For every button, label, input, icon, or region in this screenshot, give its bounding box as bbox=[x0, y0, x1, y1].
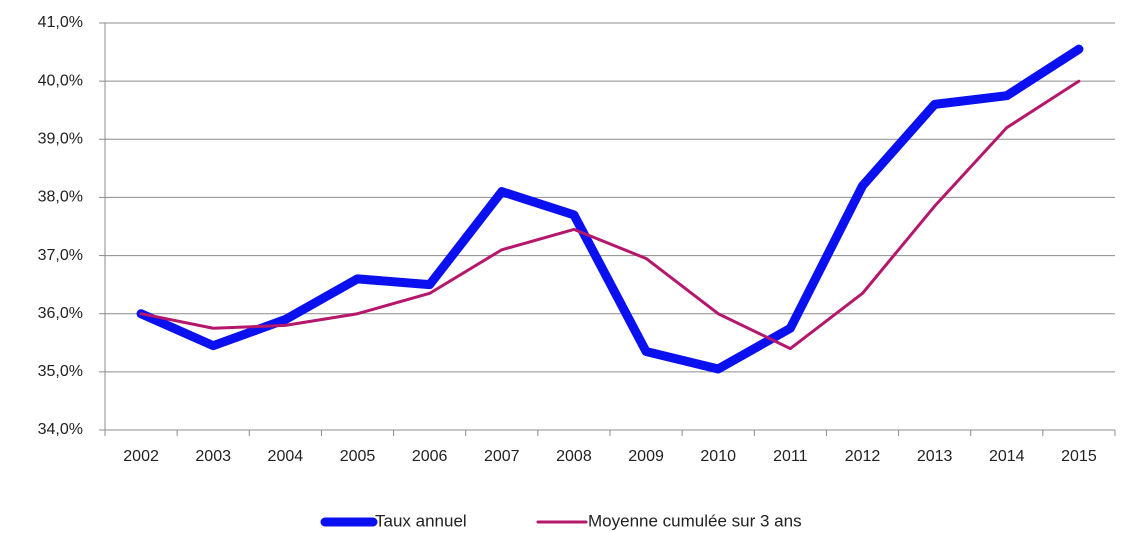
series-line bbox=[139, 79, 1081, 351]
y-tick-label: 38,0% bbox=[38, 189, 83, 206]
y-tick-label: 35,0% bbox=[38, 363, 83, 380]
x-tick-label: 2015 bbox=[1061, 448, 1097, 465]
x-tick-label: 2004 bbox=[268, 448, 304, 465]
legend: Taux annuel Moyenne cumulée sur 3 ans bbox=[320, 511, 802, 530]
y-tick-label: 36,0% bbox=[38, 305, 83, 322]
y-tick-label: 34,0% bbox=[38, 421, 83, 438]
series-line bbox=[136, 44, 1084, 374]
y-tick-label: 39,0% bbox=[38, 131, 83, 148]
y-tick-label: 37,0% bbox=[38, 247, 83, 264]
y-tick-label: 41,0% bbox=[38, 14, 83, 31]
x-tick-label: 2003 bbox=[195, 448, 231, 465]
legend-label: Moyenne cumulée sur 3 ans bbox=[588, 511, 802, 530]
x-tick-label: 2002 bbox=[123, 448, 159, 465]
x-tick-label: 2009 bbox=[628, 448, 664, 465]
y-tick-label: 40,0% bbox=[38, 72, 83, 89]
legend-label: Taux annuel bbox=[375, 511, 467, 530]
x-tick-label: 2008 bbox=[556, 448, 592, 465]
x-tick-label: 2005 bbox=[340, 448, 376, 465]
x-tick-label: 2006 bbox=[412, 448, 448, 465]
x-tick-label: 2012 bbox=[845, 448, 881, 465]
x-tick-label: 2007 bbox=[484, 448, 520, 465]
x-tick-label: 2014 bbox=[989, 448, 1025, 465]
x-tick-label: 2011 bbox=[773, 448, 808, 465]
x-tick-label: 2010 bbox=[700, 448, 736, 465]
x-tick-label: 2013 bbox=[917, 448, 953, 465]
